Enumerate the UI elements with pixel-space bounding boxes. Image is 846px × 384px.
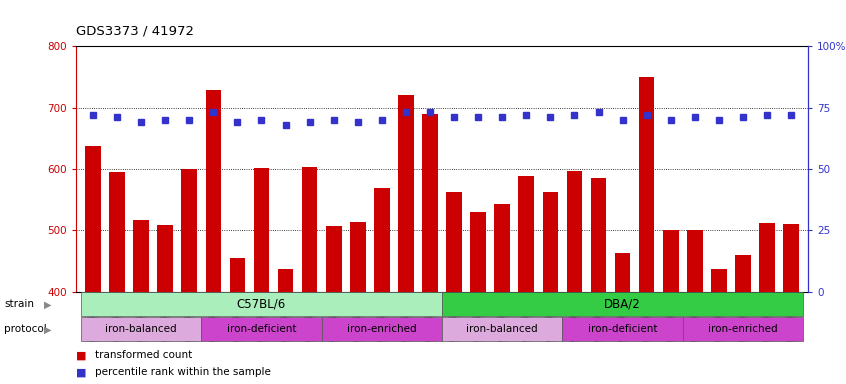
Bar — [687, 230, 703, 292]
Bar — [201, 317, 321, 341]
Bar — [206, 90, 221, 292]
Bar — [321, 317, 442, 341]
Text: protocol: protocol — [4, 324, 47, 334]
Bar — [350, 222, 365, 292]
Text: iron-balanced: iron-balanced — [105, 324, 177, 334]
Text: strain: strain — [4, 299, 34, 310]
Bar — [157, 225, 173, 292]
Bar — [229, 258, 245, 292]
Bar — [735, 255, 750, 292]
Bar — [683, 317, 803, 341]
Text: transformed count: transformed count — [95, 350, 192, 360]
Text: ▶: ▶ — [44, 299, 52, 310]
Bar — [374, 188, 390, 292]
Text: GDS3373 / 41972: GDS3373 / 41972 — [76, 25, 194, 38]
Bar — [109, 172, 125, 292]
Bar — [398, 95, 414, 292]
Bar — [591, 178, 607, 292]
Text: percentile rank within the sample: percentile rank within the sample — [95, 367, 271, 377]
Bar — [567, 171, 582, 292]
Text: ▶: ▶ — [44, 324, 52, 334]
Bar — [711, 269, 727, 292]
Bar — [277, 269, 294, 292]
Text: iron-enriched: iron-enriched — [708, 324, 777, 334]
Bar — [615, 253, 630, 292]
Bar — [326, 226, 342, 292]
Bar — [442, 292, 803, 316]
Bar — [85, 146, 101, 292]
Bar — [759, 223, 775, 292]
Bar — [494, 204, 510, 292]
Bar — [442, 317, 563, 341]
Bar — [519, 176, 534, 292]
Text: iron-balanced: iron-balanced — [466, 324, 538, 334]
Bar — [81, 317, 201, 341]
Text: iron-enriched: iron-enriched — [347, 324, 417, 334]
Text: C57BL/6: C57BL/6 — [237, 298, 286, 311]
Bar — [302, 167, 317, 292]
Bar — [446, 192, 462, 292]
Text: iron-deficient: iron-deficient — [588, 324, 657, 334]
Bar — [663, 230, 678, 292]
Bar — [563, 317, 683, 341]
Bar — [81, 292, 442, 316]
Text: ■: ■ — [76, 350, 86, 360]
Text: ■: ■ — [76, 367, 86, 377]
Bar — [783, 224, 799, 292]
Bar — [542, 192, 558, 292]
Bar — [134, 220, 149, 292]
Bar — [254, 168, 269, 292]
Text: iron-deficient: iron-deficient — [227, 324, 296, 334]
Bar — [422, 114, 438, 292]
Bar — [470, 212, 486, 292]
Text: DBA/2: DBA/2 — [604, 298, 641, 311]
Bar — [639, 77, 655, 292]
Bar — [181, 169, 197, 292]
